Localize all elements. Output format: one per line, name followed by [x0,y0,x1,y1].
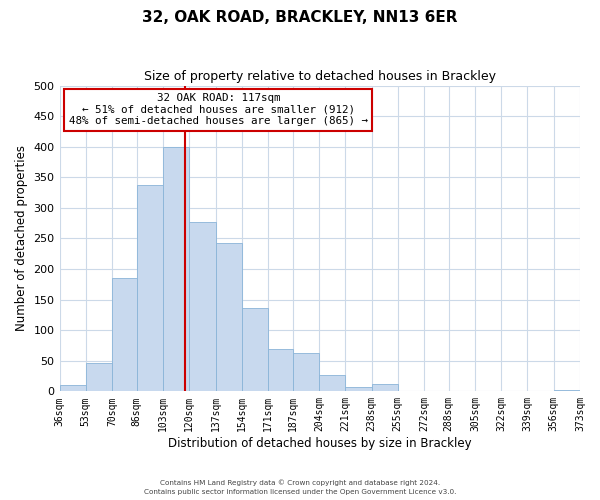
Text: 32 OAK ROAD: 117sqm
← 51% of detached houses are smaller (912)
48% of semi-detac: 32 OAK ROAD: 117sqm ← 51% of detached ho… [69,93,368,126]
Bar [371,384,398,392]
Bar [293,354,319,392]
Bar [345,387,371,392]
Bar [86,362,112,392]
Bar [319,376,345,392]
Bar [163,146,189,392]
Text: 32, OAK ROAD, BRACKLEY, NN13 6ER: 32, OAK ROAD, BRACKLEY, NN13 6ER [142,10,458,25]
Bar [268,348,293,392]
Bar [215,244,242,392]
Bar [242,308,268,392]
Bar [137,184,163,392]
Bar [189,222,215,392]
Text: Contains HM Land Registry data © Crown copyright and database right 2024.
Contai: Contains HM Land Registry data © Crown c… [144,480,456,495]
Bar [554,390,580,392]
Y-axis label: Number of detached properties: Number of detached properties [15,146,28,332]
Bar [112,278,137,392]
Title: Size of property relative to detached houses in Brackley: Size of property relative to detached ho… [144,70,496,83]
Bar [59,385,86,392]
X-axis label: Distribution of detached houses by size in Brackley: Distribution of detached houses by size … [168,437,472,450]
